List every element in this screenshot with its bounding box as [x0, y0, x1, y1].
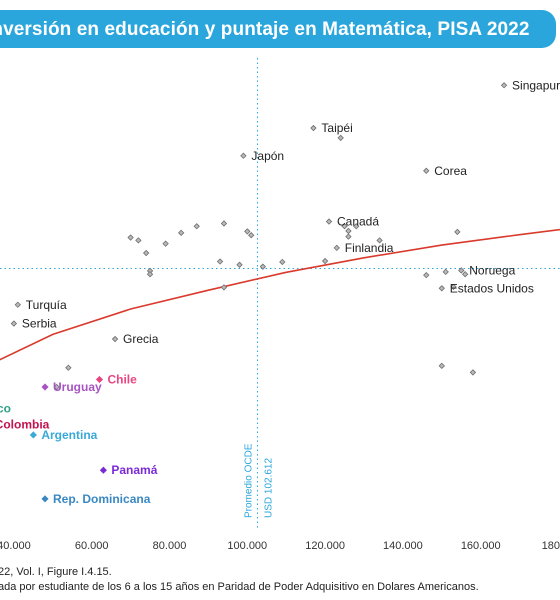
point-label: Rep. Dominicana	[53, 492, 151, 506]
point-label: Estados Unidos	[450, 281, 534, 295]
data-point-jap-n	[240, 152, 247, 159]
data-point	[341, 223, 348, 230]
x-tick-label: 100.000	[227, 540, 267, 552]
data-point-uruguay	[41, 383, 49, 391]
data-point-rep-dominicana	[41, 495, 49, 503]
point-label: Corea	[434, 164, 467, 178]
point-label: Panamá	[111, 463, 157, 477]
x-tick-label: 160.000	[461, 540, 501, 552]
x-tick-label: 180.00	[542, 540, 560, 552]
ocde-value-label: USD 102.612	[263, 458, 274, 518]
data-point-noruega	[458, 267, 465, 274]
data-point	[216, 258, 224, 265]
data-point-turqu-a	[14, 301, 21, 308]
data-point	[423, 271, 430, 279]
data-point-singapur	[500, 82, 508, 89]
point-label: Singapur	[512, 78, 560, 92]
data-point	[279, 258, 286, 266]
data-point	[178, 229, 185, 237]
scatter-plot: Promedio OCDE USD 102.612 Singapur Taipéi J…	[0, 58, 560, 560]
point-label: Finlandia	[345, 241, 394, 255]
title-banner: Inversión en educación y puntaje en Mate…	[0, 10, 556, 48]
data-point	[438, 362, 445, 370]
point-label: Noruega	[469, 263, 515, 277]
point-label: Uruguay	[53, 380, 102, 394]
footnote-source: 22, Vol. I, Figure I.4.15.	[0, 566, 112, 578]
data-point	[321, 257, 329, 265]
x-tick-label: 140.000	[383, 540, 423, 552]
point-label: Taipéi	[321, 121, 352, 135]
data-point	[135, 237, 142, 244]
point-label: Argentina	[41, 428, 97, 442]
data-point	[353, 223, 360, 230]
point-label: Turquía	[26, 298, 67, 312]
data-point-argentina	[29, 431, 37, 439]
x-tick-label: 80.000	[153, 540, 187, 552]
point-label: Japón	[251, 149, 284, 163]
data-point	[454, 228, 461, 236]
data-point-panam-	[99, 466, 107, 474]
point-label: Canadá	[337, 215, 379, 229]
data-point	[461, 271, 469, 278]
data-point	[142, 249, 150, 257]
trend-curve	[0, 228, 560, 361]
ocde-label: Promedio OCDE	[243, 443, 254, 518]
data-point	[376, 237, 383, 244]
chart-title: Inversión en educación y puntaje en Mate…	[0, 19, 530, 40]
data-point-serbia	[10, 320, 18, 327]
x-tick-label: 40.000	[0, 540, 31, 552]
point-label: Chile	[107, 372, 137, 386]
data-point	[450, 283, 457, 291]
point-label: xico	[0, 402, 11, 416]
data-point	[345, 227, 352, 235]
data-point	[259, 263, 267, 270]
point-label: Grecia	[123, 332, 159, 346]
data-point-chile	[95, 375, 104, 384]
data-point	[345, 233, 352, 240]
x-tick-label: 120.000	[305, 540, 345, 552]
data-point	[220, 220, 228, 227]
data-point	[53, 383, 60, 391]
data-point-taip-i	[310, 124, 317, 132]
data-point	[220, 284, 228, 291]
point-label: Serbia	[22, 317, 57, 331]
data-point-finlandia	[333, 244, 340, 252]
data-point	[162, 240, 169, 247]
x-axis-label: Inversión acumulada po	[420, 559, 560, 560]
data-point	[127, 234, 134, 241]
data-point	[248, 232, 255, 239]
data-point	[236, 261, 243, 268]
data-point-corea	[423, 167, 430, 174]
data-point-estados-unidos	[438, 285, 445, 292]
data-point	[442, 268, 449, 276]
data-point	[146, 271, 154, 278]
x-tick-label: 60.000	[75, 540, 109, 552]
data-point	[65, 364, 72, 371]
data-point-grecia	[111, 335, 119, 343]
data-point	[337, 134, 344, 142]
footnote-description: ada por estudiante de los 6 a los 15 año…	[0, 581, 479, 593]
data-point	[469, 369, 477, 376]
point-label: Colombia	[0, 418, 50, 432]
data-point	[193, 223, 200, 230]
data-point-canad-	[325, 218, 333, 225]
data-point	[244, 228, 251, 235]
